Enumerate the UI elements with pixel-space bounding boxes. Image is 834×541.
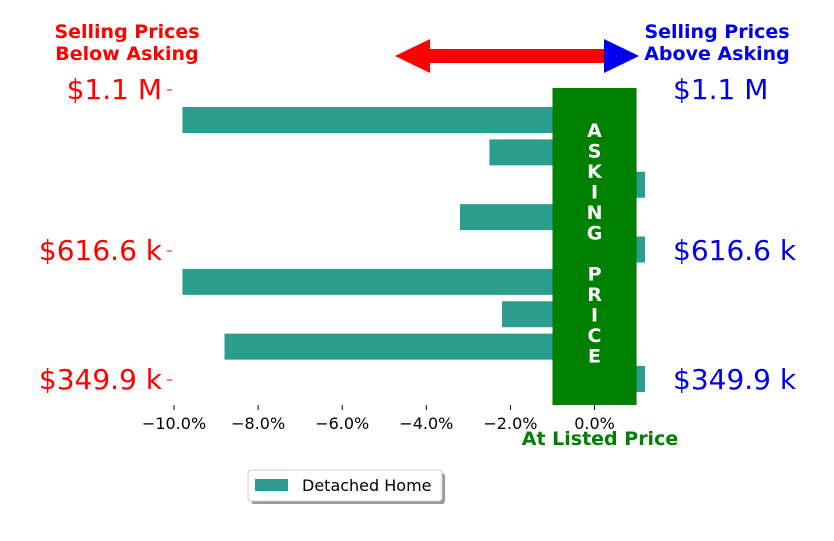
- y-label-left: $349.9 k: [39, 363, 163, 396]
- y-label-right: $616.6 k: [673, 234, 797, 267]
- asking-price-letter: P: [588, 264, 602, 286]
- asking-price-band: [552, 88, 637, 405]
- below-asking-title-line1: Selling Prices: [54, 21, 199, 43]
- asking-price-letter: N: [587, 202, 603, 224]
- bar-0: [182, 107, 595, 133]
- x-tick-label: −8.0%: [231, 414, 285, 433]
- legend: Detached Home: [247, 469, 445, 504]
- y-label-left: $616.6 k: [39, 234, 163, 267]
- x-axis: −10.0% −8.0% −6.0% −4.0% −2.0% 0.0%: [142, 405, 615, 433]
- below-asking-title-line2: Below Asking: [55, 43, 198, 65]
- x-tick-label: −6.0%: [315, 414, 369, 433]
- x-tick-label: −10.0%: [142, 414, 206, 433]
- asking-price-letter: G: [587, 223, 603, 245]
- y-label-right: $1.1 M: [673, 73, 768, 106]
- x-tick-label: 0.0%: [574, 414, 615, 433]
- legend-swatch: [255, 479, 288, 491]
- asking-price-letter: A: [587, 120, 602, 142]
- asking-price-letter: R: [587, 284, 602, 306]
- double-arrow-icon: [395, 39, 639, 73]
- asking-price-letter: S: [588, 141, 602, 163]
- above-asking-title-line1: Selling Prices: [644, 21, 789, 43]
- asking-price-letter: E: [588, 346, 601, 368]
- asking-price-letter: I: [591, 182, 598, 204]
- y-label-right: $349.9 k: [673, 363, 797, 396]
- bar-7: [224, 333, 595, 360]
- asking-price-letter: C: [588, 325, 602, 347]
- y-labels-right: $1.1 M $616.6 k $349.9 k: [673, 73, 797, 396]
- x-tick-label: −4.0%: [399, 414, 453, 433]
- asking-price-letter: K: [587, 161, 603, 183]
- at-listed-price-label: At Listed Price: [522, 428, 678, 450]
- y-label-left: $1.1 M: [67, 73, 162, 106]
- legend-label: Detached Home: [302, 476, 432, 495]
- asking-price-letter: I: [591, 305, 598, 327]
- y-labels-left: $1.1 M $616.6 k $349.9 k: [39, 73, 172, 396]
- above-asking-title-line2: Above Asking: [644, 43, 790, 65]
- bar-5: [182, 268, 595, 295]
- x-tick-label: −2.0%: [483, 414, 537, 433]
